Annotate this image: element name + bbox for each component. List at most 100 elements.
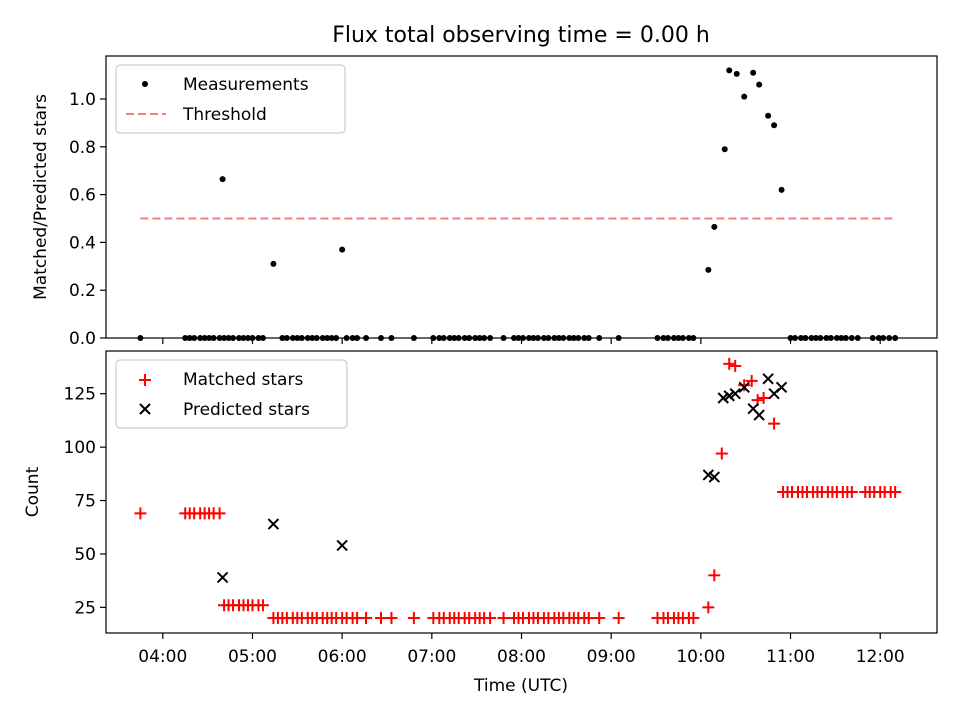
measurement-point bbox=[249, 335, 256, 341]
predicted-star-marker bbox=[762, 373, 774, 385]
matched-star-marker bbox=[708, 569, 721, 582]
predicted-stars-points bbox=[216, 373, 788, 584]
measurement-point bbox=[838, 335, 845, 341]
measurement-point bbox=[283, 335, 290, 341]
matched-star-marker bbox=[738, 379, 751, 392]
measurement-point bbox=[410, 335, 417, 341]
measurement-point bbox=[833, 335, 840, 341]
measurement-point bbox=[515, 335, 522, 341]
matched-star-marker bbox=[687, 612, 700, 625]
predicted-star-marker bbox=[723, 390, 735, 402]
measurement-point bbox=[446, 335, 453, 341]
x-tick-label: 04:00 bbox=[138, 647, 187, 667]
measurement-point bbox=[560, 335, 567, 341]
matched-stars-points bbox=[134, 357, 902, 625]
measurement-point bbox=[378, 335, 385, 341]
x-tick-label: 06:00 bbox=[318, 647, 367, 667]
measurement-point bbox=[525, 335, 532, 341]
top-y-tick-label: 0.0 bbox=[69, 329, 96, 349]
bottom-y-tick-label: 125 bbox=[64, 385, 96, 405]
measurement-point bbox=[555, 335, 562, 341]
measurement-point bbox=[328, 335, 335, 341]
measurement-point bbox=[741, 93, 748, 100]
matched-star-marker bbox=[715, 447, 728, 460]
predicted-star-marker bbox=[708, 471, 721, 483]
predicted-star-marker bbox=[267, 518, 280, 530]
threshold-legend-label: Threshold bbox=[182, 105, 267, 125]
measurement-point bbox=[436, 335, 443, 341]
matched-star-marker bbox=[768, 417, 781, 430]
measurement-point bbox=[455, 335, 462, 341]
predicted-star-marker bbox=[336, 539, 348, 552]
measurement-point bbox=[270, 260, 277, 267]
matched-star-marker bbox=[484, 612, 497, 625]
measurement-point bbox=[690, 335, 697, 341]
measurement-point bbox=[585, 335, 592, 341]
matched-star-marker bbox=[702, 601, 715, 614]
measurement-point bbox=[343, 335, 350, 341]
top-y-axis-label: Matched/Predicted stars bbox=[31, 94, 51, 300]
matched-star-marker bbox=[407, 612, 420, 625]
top-legend: Measurements Threshold bbox=[115, 64, 346, 134]
measurement-point bbox=[575, 335, 582, 341]
bottom-legend-box bbox=[115, 359, 348, 429]
x-tick-label: 11:00 bbox=[766, 647, 815, 667]
measurement-point bbox=[545, 335, 552, 341]
measurement-point bbox=[255, 335, 262, 341]
matched-star-marker bbox=[256, 599, 269, 612]
measurement-point bbox=[733, 70, 740, 77]
x-axis-label: Time (UTC) bbox=[473, 676, 568, 696]
predicted-star-marker bbox=[753, 409, 765, 421]
matched-star-marker bbox=[729, 359, 742, 372]
measurement-point bbox=[476, 335, 483, 341]
measurement-point bbox=[230, 335, 237, 341]
measurement-point bbox=[182, 335, 189, 341]
measurement-point bbox=[313, 335, 320, 341]
measurement-point bbox=[349, 335, 356, 341]
measurement-point bbox=[551, 335, 558, 341]
measurement-point bbox=[206, 335, 213, 341]
top-legend-box bbox=[115, 64, 346, 134]
x-tick-label: 08:00 bbox=[497, 647, 546, 667]
bottom-y-axis-label: Count bbox=[23, 466, 43, 517]
bottom-y-tick-label: 50 bbox=[74, 545, 96, 565]
measurement-point bbox=[500, 335, 507, 341]
measurement-point bbox=[675, 335, 682, 341]
bottom-y-ticks: 25 50 75 100 125 bbox=[64, 385, 106, 618]
x-tick-label: 07:00 bbox=[407, 647, 456, 667]
top-y-tick-label: 0.8 bbox=[69, 138, 96, 158]
measurement-point bbox=[137, 335, 144, 341]
measurement-point bbox=[324, 335, 331, 341]
matched-star-marker bbox=[593, 612, 606, 625]
measurement-point bbox=[219, 176, 226, 183]
measurements-legend-marker bbox=[142, 81, 148, 87]
measurement-point bbox=[570, 335, 577, 341]
matched-star-marker bbox=[134, 507, 147, 520]
matched-star-marker bbox=[582, 612, 595, 625]
predicted-star-marker bbox=[717, 392, 729, 404]
predicted-legend-marker bbox=[139, 403, 151, 415]
measurement-point bbox=[221, 335, 228, 341]
x-tick-label: 12:00 bbox=[856, 647, 905, 667]
measurement-point bbox=[210, 335, 217, 341]
measurement-point bbox=[236, 335, 243, 341]
measurement-point bbox=[797, 335, 804, 341]
measurement-point bbox=[519, 335, 526, 341]
top-y-tick-label: 0.6 bbox=[69, 186, 96, 206]
measurement-point bbox=[880, 335, 887, 341]
measurement-point bbox=[451, 335, 458, 341]
measurement-point bbox=[808, 335, 815, 341]
matched-star-marker bbox=[213, 507, 226, 520]
measurements-legend-label: Measurements bbox=[183, 75, 309, 95]
measurement-point bbox=[869, 335, 876, 341]
measurement-point bbox=[817, 335, 824, 341]
x-tick-label: 05:00 bbox=[228, 647, 277, 667]
measurement-point bbox=[481, 335, 488, 341]
figure-title: Flux total observing time = 0.00 h bbox=[332, 23, 710, 48]
matched-star-marker bbox=[612, 612, 625, 625]
measurement-point bbox=[191, 335, 198, 341]
measurement-point bbox=[670, 335, 677, 341]
measurement-point bbox=[440, 335, 447, 341]
bottom-x-ticks: 04:00 05:00 06:00 07:00 08:00 09:00 10:00 11:00… bbox=[138, 633, 905, 667]
